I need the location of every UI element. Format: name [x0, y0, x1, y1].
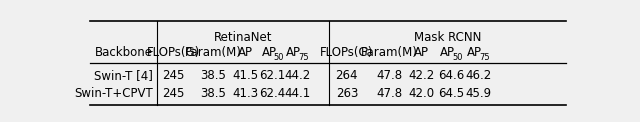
Text: 50: 50: [452, 53, 463, 62]
Text: AP: AP: [286, 46, 301, 59]
Text: 42.2: 42.2: [408, 69, 435, 82]
Text: FLOPs(G): FLOPs(G): [320, 46, 374, 59]
Text: 64.5: 64.5: [438, 87, 464, 100]
Text: AP: AP: [262, 46, 276, 59]
Text: 41.5: 41.5: [232, 69, 258, 82]
Text: 44.2: 44.2: [284, 69, 310, 82]
Text: 62.4: 62.4: [259, 87, 285, 100]
Text: 38.5: 38.5: [200, 69, 226, 82]
Text: 46.2: 46.2: [465, 69, 492, 82]
Text: 41.3: 41.3: [232, 87, 258, 100]
Text: 263: 263: [335, 87, 358, 100]
Text: AP: AP: [413, 46, 429, 59]
Text: Swin-T [4]: Swin-T [4]: [94, 69, 153, 82]
Text: 42.0: 42.0: [408, 87, 435, 100]
Text: 45.9: 45.9: [465, 87, 492, 100]
Text: AP: AP: [440, 46, 455, 59]
Text: 38.5: 38.5: [200, 87, 226, 100]
Text: 75: 75: [298, 53, 309, 62]
Text: 245: 245: [162, 69, 184, 82]
Text: 264: 264: [335, 69, 358, 82]
Text: 50: 50: [274, 53, 284, 62]
Text: Param(M): Param(M): [360, 46, 417, 59]
Text: Backbone: Backbone: [95, 46, 153, 59]
Text: 47.8: 47.8: [376, 69, 402, 82]
Text: 75: 75: [479, 53, 490, 62]
Text: 245: 245: [162, 87, 184, 100]
Text: RetinaNet: RetinaNet: [214, 31, 273, 44]
Text: AP: AP: [467, 46, 483, 59]
Text: 62.1: 62.1: [259, 69, 285, 82]
Text: 64.6: 64.6: [438, 69, 464, 82]
Text: Mask RCNN: Mask RCNN: [414, 31, 481, 44]
Text: Swin-T+CPVT: Swin-T+CPVT: [74, 87, 153, 100]
Text: FLOPs(G): FLOPs(G): [147, 46, 200, 59]
Text: Param(M): Param(M): [184, 46, 241, 59]
Text: AP: AP: [237, 46, 253, 59]
Text: 47.8: 47.8: [376, 87, 402, 100]
Text: 44.1: 44.1: [284, 87, 310, 100]
